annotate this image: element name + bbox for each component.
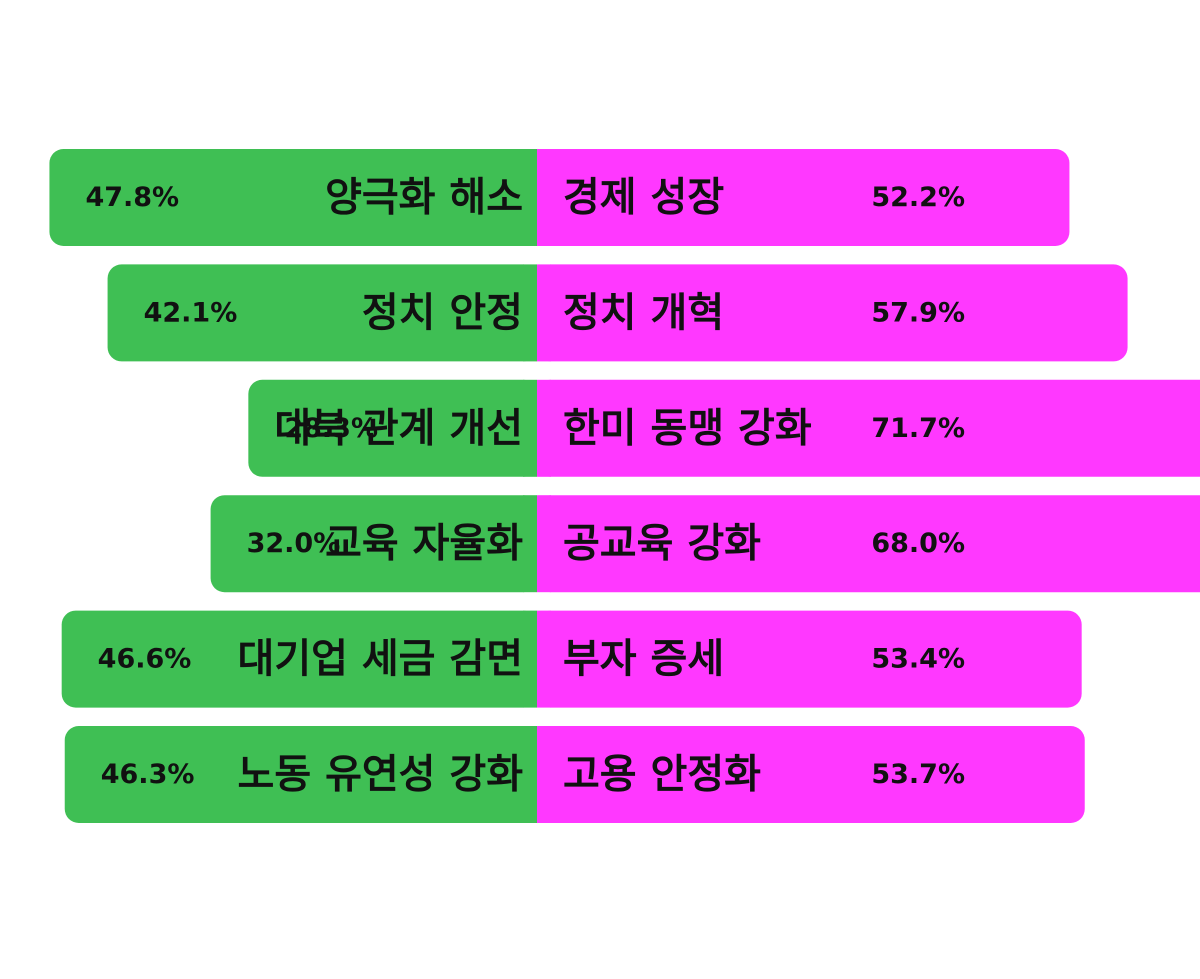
bar-right-edge — [537, 264, 551, 362]
bar-left — [61, 610, 538, 708]
chart-row: 대북 관계 개선 한미 동맹 강화 28.3% 71.7% — [248, 379, 1200, 477]
bar-right-edge — [537, 149, 551, 246]
chart-row: 노동 유연성 강화 고용 안정화 46.3% 53.7% — [64, 726, 1085, 823]
bar-right — [537, 726, 1085, 823]
right-category-label: 경제 성장 — [563, 175, 724, 221]
left-category-label: 교육 자율화 — [325, 521, 523, 567]
right-category-label: 고용 안정화 — [563, 752, 761, 798]
right-percent-label: 53.4% — [871, 644, 965, 675]
bar-right — [537, 264, 1128, 362]
bar-left — [49, 149, 537, 246]
bar-right-edge — [537, 379, 551, 477]
right-percent-label: 71.7% — [871, 413, 965, 444]
right-percent-label: 53.7% — [871, 759, 965, 790]
left-percent-label: 32.0% — [247, 528, 341, 559]
right-percent-label: 57.9% — [871, 297, 965, 328]
bar-right — [537, 495, 1200, 593]
bar-left-edge — [523, 495, 537, 593]
bar-left — [248, 379, 537, 477]
bar-left-edge — [523, 610, 537, 708]
left-percent-label: 47.8% — [85, 182, 179, 213]
left-percent-label: 46.6% — [98, 644, 192, 675]
bar-left — [210, 495, 537, 593]
right-percent-label: 52.2% — [871, 182, 965, 213]
right-category-label: 부자 증세 — [563, 636, 724, 682]
bar-left — [64, 726, 538, 823]
left-percent-label: 28.3% — [284, 413, 378, 444]
bar-left-edge — [523, 149, 537, 246]
bar-right-edge — [537, 726, 551, 823]
bar-right-edge — [537, 495, 551, 593]
left-category-label: 정치 안정 — [362, 290, 523, 336]
bar-right — [537, 149, 1070, 246]
bar-left-edge — [523, 264, 537, 362]
left-category-label: 대기업 세금 감면 — [238, 636, 523, 682]
left-percent-label: 42.1% — [144, 297, 238, 328]
chart-row: 대기업 세금 감면 부자 증세 46.6% 53.4% — [61, 610, 1082, 708]
left-percent-label: 46.3% — [101, 759, 195, 790]
left-category-label: 대북 관계 개선 — [274, 405, 523, 451]
chart-row: 교육 자율화 공교육 강화 32.0% 68.0% — [210, 495, 1200, 593]
left-category-label: 노동 유연성 강화 — [238, 752, 524, 798]
right-category-label: 한미 동맹 강화 — [563, 405, 812, 451]
chart-row: 양극화 해소 경제 성장 47.8% 52.2% — [49, 149, 1070, 246]
bar-right — [537, 610, 1082, 708]
right-category-label: 정치 개혁 — [563, 290, 724, 336]
bar-right — [537, 379, 1200, 477]
left-category-label: 양극화 해소 — [325, 175, 523, 221]
chart-row: 정치 안정 정치 개혁 42.1% 57.9% — [107, 264, 1128, 362]
bar-left-edge — [523, 726, 537, 823]
right-percent-label: 68.0% — [871, 528, 965, 559]
bar-left-edge — [523, 379, 537, 477]
bar-right-edge — [537, 610, 551, 708]
bar-left — [107, 264, 537, 362]
right-category-label: 공교육 강화 — [563, 521, 761, 567]
